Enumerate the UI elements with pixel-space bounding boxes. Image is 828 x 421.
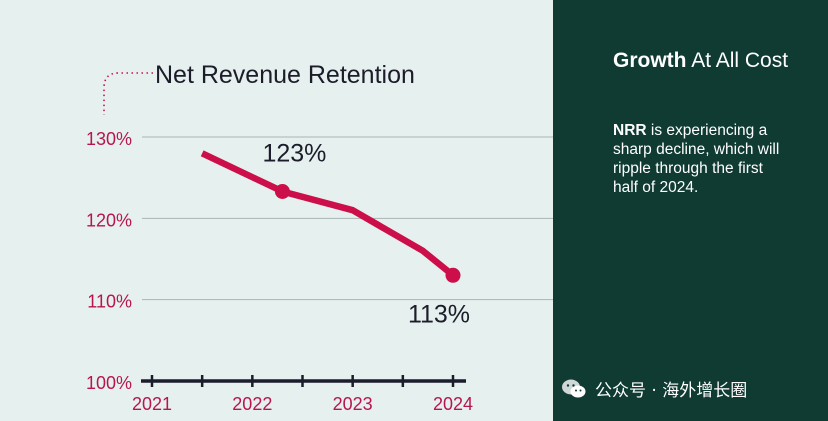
data-label: 123% bbox=[262, 139, 326, 167]
x-tick-label: 2022 bbox=[232, 394, 272, 414]
nrr-line-chart: Net Revenue Retention 130% 120% 110% 100% 2… bbox=[86, 61, 553, 414]
x-tick-label: 2023 bbox=[333, 394, 373, 414]
watermark: 公众号 · 海外增长圈 bbox=[561, 376, 747, 401]
side-panel: Growth At All Cost NRR is experiencing a… bbox=[553, 0, 828, 421]
nrr-series-line bbox=[200, 150, 456, 278]
chart-area: Net Revenue Retention 130% 120% 110% 100% 2… bbox=[85, 61, 553, 414]
panel-body-bold: NRR bbox=[613, 122, 647, 139]
panel-title-bold: Growth bbox=[613, 49, 687, 72]
panel-body-rest: is experiencing a sharp decline, which w… bbox=[613, 122, 780, 196]
wechat-icon bbox=[562, 379, 586, 397]
x-tick-label: 2024 bbox=[433, 394, 473, 414]
x-tick-label: 2021 bbox=[132, 394, 172, 414]
chart-title: Net Revenue Retention bbox=[155, 61, 415, 89]
panel-title-rest: At All Cost bbox=[691, 49, 789, 72]
title-leader bbox=[103, 72, 153, 115]
data-point-marker bbox=[445, 267, 461, 283]
y-tick-label: 100% bbox=[86, 373, 132, 393]
panel-body: NRR is experiencing a sharp decline, whi… bbox=[613, 121, 783, 197]
y-tick-label: 120% bbox=[86, 210, 132, 230]
data-label: 113% bbox=[408, 300, 470, 328]
data-point-marker bbox=[274, 183, 290, 199]
watermark-text: 公众号 · 海外增长圈 bbox=[595, 381, 748, 401]
y-tick-label: 130% bbox=[86, 129, 132, 149]
panel-title: Growth At All Cost bbox=[613, 47, 813, 75]
y-tick-label: 110% bbox=[87, 292, 132, 312]
